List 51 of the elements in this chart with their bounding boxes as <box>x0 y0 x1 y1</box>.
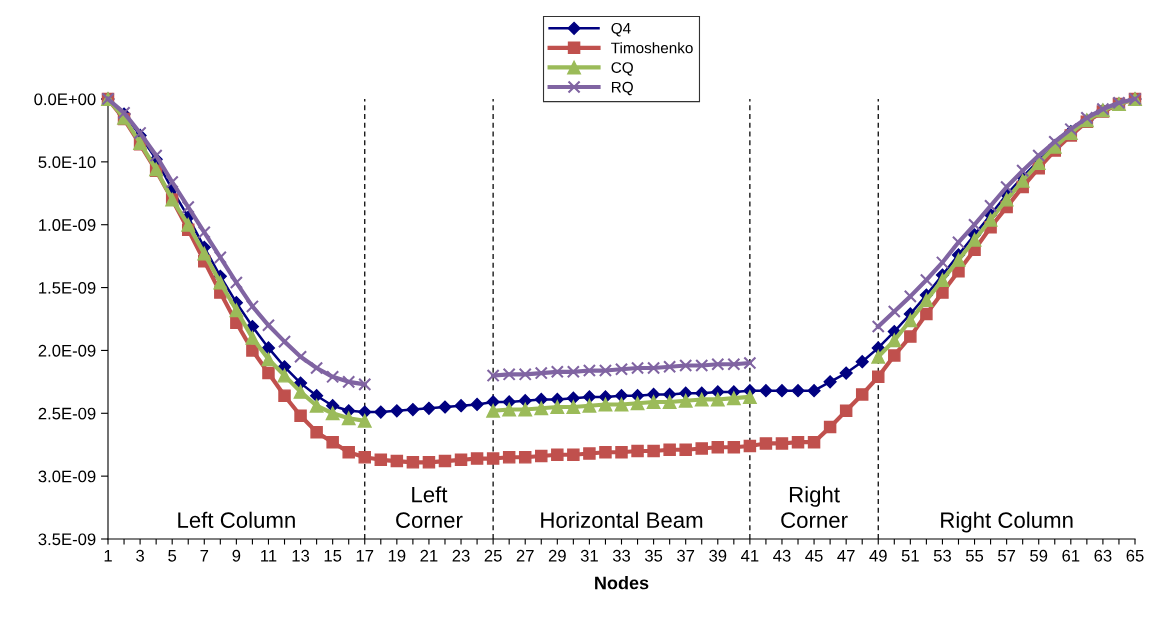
x-tick-label: 21 <box>420 549 438 562</box>
x-tick-label: 19 <box>388 549 406 562</box>
x-tick-label: 7 <box>200 550 209 562</box>
x-tick-label: 55 <box>965 550 984 562</box>
x-tick-label: 13 <box>292 549 310 562</box>
x-tick-label: 49 <box>869 549 887 562</box>
x-tick-label: 57 <box>998 550 1016 562</box>
x-tick-label: 17 <box>356 550 374 562</box>
annotation: Left Corner <box>396 486 463 529</box>
y-tick-label: 1.0E-09 <box>39 219 96 231</box>
x-tick-label: 51 <box>901 550 919 562</box>
y-tick-label: 2.0E-09 <box>38 344 96 357</box>
legend-label: RQ <box>611 81 633 96</box>
annotation: Left Column <box>178 511 295 529</box>
x-tick-label: 15 <box>324 550 342 562</box>
x-axis-title: Nodes <box>595 576 649 590</box>
x-tick-label: 65 <box>1126 549 1144 562</box>
y-tick-label: 5.0E-10 <box>38 156 96 169</box>
x-tick-label: 47 <box>837 550 855 562</box>
x-tick-label: 45 <box>805 550 823 562</box>
annotation: Horizontal Beam <box>541 511 703 529</box>
x-tick-label: 27 <box>516 549 534 562</box>
y-tick-label: 0.0E+00 <box>34 93 96 106</box>
x-tick-label: 43 <box>773 549 791 562</box>
x-tick-label: 11 <box>261 550 277 562</box>
legend-label: Timoshenko <box>611 42 693 54</box>
x-tick-label: 23 <box>452 549 470 562</box>
x-tick-label: 53 <box>933 549 951 562</box>
y-tick-label: 1.5E-09 <box>39 281 96 294</box>
annotation: Right Column <box>941 511 1073 533</box>
y-tick-label: 2.5E-09 <box>38 407 96 420</box>
x-tick-label: 5 <box>168 550 177 562</box>
x-tick-label: 41 <box>740 550 759 562</box>
x-tick-label: 33 <box>612 549 631 562</box>
x-tick-label: 29 <box>548 549 566 562</box>
x-tick-label: 31 <box>580 549 598 562</box>
annotation: Right Corner <box>781 486 848 529</box>
y-tick-label: 3.5E-09 <box>38 533 96 546</box>
x-tick-label: 39 <box>709 549 727 562</box>
x-tick-label: 37 <box>677 549 695 562</box>
y-tick-label: 3.0E-09 <box>38 470 96 483</box>
x-tick-label: 35 <box>644 549 663 562</box>
x-tick-label: 25 <box>484 549 502 562</box>
legend-label: CQ <box>611 62 633 76</box>
x-tick-label: 59 <box>1030 549 1048 562</box>
x-tick-label: 9 <box>232 549 241 562</box>
x-tick-label: 61 <box>1062 549 1080 562</box>
x-tick-label: 3 <box>136 549 144 562</box>
x-tick-label: 1 <box>104 550 112 562</box>
legend-label: Q4 <box>611 22 631 37</box>
x-tick-label: 63 <box>1094 549 1112 562</box>
